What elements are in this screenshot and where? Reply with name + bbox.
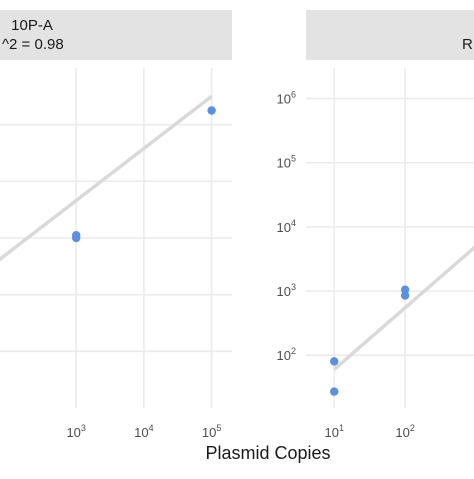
fit-line-segment xyxy=(333,245,474,371)
y-tick-label: 103 xyxy=(277,282,296,299)
panel-title: R xyxy=(462,36,473,53)
panel-strip-10p-a xyxy=(0,10,232,60)
data-point xyxy=(330,357,339,366)
x-tick-label: 102 xyxy=(395,423,414,440)
x-tick-label: 104 xyxy=(134,423,153,440)
y-tick-label: 105 xyxy=(277,154,296,171)
x-axis-label: Plasmid Copies xyxy=(205,443,330,463)
panel-strip-r xyxy=(306,10,474,60)
data-point xyxy=(71,233,81,243)
panel-r-squared: ^2 = 0.98 xyxy=(2,36,64,53)
fit-line xyxy=(0,94,213,262)
x-tick-label: 105 xyxy=(202,423,221,440)
data-point xyxy=(400,285,410,294)
panel-r: R 101 102 102 103 104 105 106 xyxy=(277,10,474,440)
x-tick-label: 101 xyxy=(324,423,343,440)
panel-grid xyxy=(0,68,232,408)
x-tick-labels: 101 102 xyxy=(324,423,414,440)
data-point xyxy=(330,387,339,396)
data-point xyxy=(207,106,216,115)
fit-line xyxy=(333,245,474,371)
x-tick-label: 103 xyxy=(66,423,85,440)
x-tick-labels: 103 104 105 xyxy=(66,423,221,440)
data-points xyxy=(330,285,410,396)
data-points xyxy=(71,106,216,243)
y-tick-label: 102 xyxy=(277,346,296,363)
panel-title: 10P-A xyxy=(11,17,53,34)
panel-10p-a: 10P-A ^2 = 0.98 103 104 105 xyxy=(0,10,232,440)
fit-line-segment xyxy=(0,94,213,262)
data-point xyxy=(400,291,410,300)
y-tick-label: 104 xyxy=(277,218,296,235)
y-tick-labels: 102 103 104 105 106 xyxy=(277,90,296,364)
y-tick-label: 106 xyxy=(277,90,296,107)
panel-grid xyxy=(306,68,474,408)
